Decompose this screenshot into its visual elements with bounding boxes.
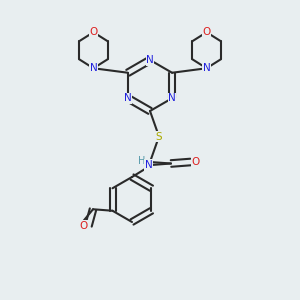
- Text: N: N: [146, 55, 154, 65]
- Text: N: N: [89, 63, 97, 73]
- Text: N: N: [145, 160, 152, 170]
- Text: N: N: [168, 93, 176, 103]
- Text: O: O: [202, 27, 211, 37]
- Text: S: S: [156, 131, 162, 142]
- Text: H: H: [138, 156, 146, 167]
- Text: O: O: [89, 27, 98, 37]
- Text: O: O: [79, 221, 87, 231]
- Text: N: N: [203, 63, 211, 73]
- Text: N: N: [124, 93, 132, 103]
- Text: O: O: [192, 157, 200, 167]
